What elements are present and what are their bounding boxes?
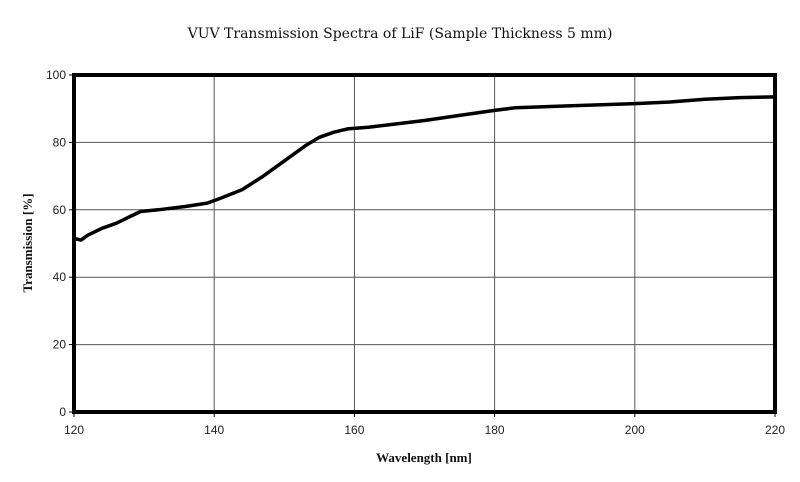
y-tick-label: 60 <box>53 203 67 217</box>
gridlines <box>74 75 775 412</box>
plot-frame <box>72 73 777 414</box>
x-tick-label: 160 <box>344 423 364 437</box>
y-tick-label: 0 <box>59 405 66 419</box>
series-group <box>72 95 777 242</box>
x-tick-label: 200 <box>625 423 645 437</box>
y-tick-label: 20 <box>53 338 67 352</box>
x-axis-ticks: 120 140 160 180 200 220 <box>64 412 785 437</box>
x-axis-label: Wavelength [nm] <box>376 450 472 465</box>
y-axis-ticks: 0 20 40 60 80 100 <box>46 68 74 419</box>
chart-title: VUV Transmission Spectra of LiF (Sample … <box>187 26 613 42</box>
x-tick-label: 140 <box>204 423 224 437</box>
y-tick-label: 80 <box>53 135 67 149</box>
y-tick-label: 40 <box>53 270 67 284</box>
x-tick-label: 180 <box>485 423 505 437</box>
y-axis-label: Transmission [%] <box>20 193 35 292</box>
y-tick-label: 100 <box>46 68 66 82</box>
series-line <box>72 95 777 242</box>
x-tick-label: 220 <box>765 423 785 437</box>
x-tick-label: 120 <box>64 423 84 437</box>
